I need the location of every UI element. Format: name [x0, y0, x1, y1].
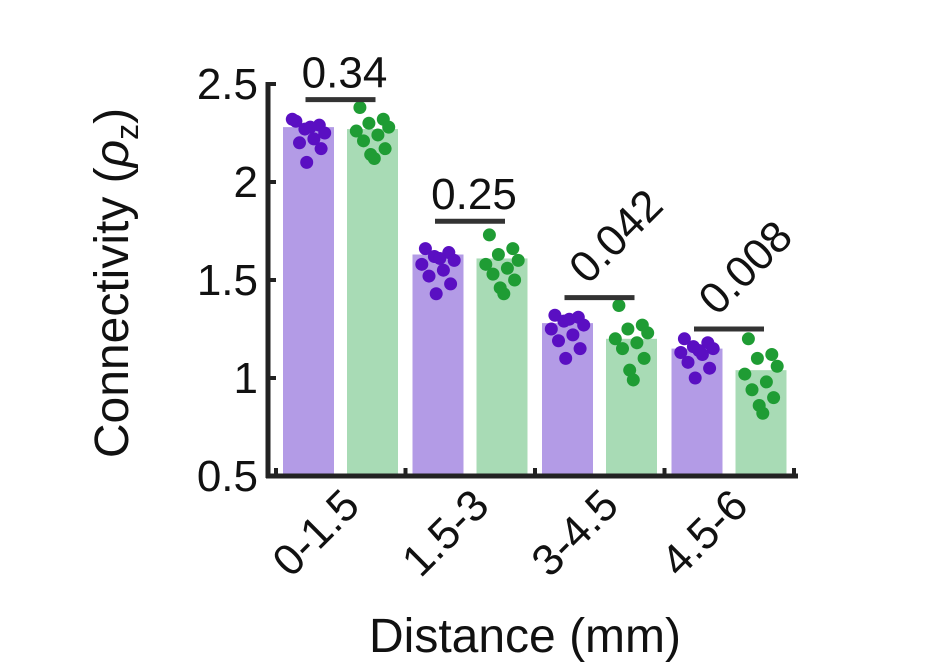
p-value-label-4.5-6: 0.008: [689, 212, 802, 325]
y-axis-label-subscript: z: [109, 124, 145, 140]
y-axis-label: Connectivity (ρz): [86, 108, 145, 458]
data-point-2-0-1.5: [371, 128, 385, 142]
x-tick-label-4.5-6: 4.5-6: [652, 480, 758, 586]
data-point-1-0-1.5: [318, 126, 332, 140]
data-point-1-3-4.5: [573, 342, 587, 356]
data-point-2-1.5-3: [486, 267, 500, 281]
data-point-1-1.5-3: [418, 242, 432, 256]
data-point-2-4.5-6: [770, 359, 784, 373]
data-point-2-0-1.5: [357, 134, 370, 148]
data-point-1-0-1.5: [300, 155, 314, 169]
data-point-2-3-4.5: [630, 336, 644, 350]
data-point-1-1.5-3: [422, 269, 436, 283]
data-point-1-0-1.5: [303, 120, 317, 134]
data-point-2-3-4.5: [637, 351, 651, 365]
y-tick-label-0.5: 0.5: [197, 452, 258, 501]
data-point-2-3-4.5: [623, 363, 637, 377]
data-point-2-1.5-3: [506, 242, 520, 256]
data-point-1-4.5-6: [674, 346, 688, 360]
p-value-label-0-1.5: 0.34: [302, 49, 388, 98]
data-point-1-0-1.5: [285, 112, 299, 126]
y-axis-label-main: Connectivity (: [86, 167, 139, 458]
data-point-2-3-4.5: [621, 322, 635, 336]
data-point-1-1.5-3: [447, 253, 461, 267]
data-point-2-0-1.5: [349, 124, 363, 138]
data-point-2-4.5-6: [741, 332, 755, 346]
x-axis-label: Distance (mm): [369, 610, 681, 663]
data-point-1-0-1.5: [293, 136, 306, 150]
data-point-2-4.5-6: [750, 351, 764, 365]
y-tick-label-2.5: 2.5: [197, 60, 258, 109]
data-point-1-4.5-6: [677, 332, 691, 346]
data-point-2-4.5-6: [756, 406, 770, 420]
data-point-2-1.5-3: [479, 257, 493, 271]
x-tick-label-0-1.5: 0-1.5: [263, 480, 369, 586]
data-point-2-0-1.5: [378, 142, 392, 156]
data-point-1-1.5-3: [433, 251, 447, 265]
y-tick-label-1.5: 1.5: [197, 256, 258, 305]
data-point-2-3-4.5: [616, 342, 629, 356]
data-point-2-4.5-6: [745, 383, 759, 397]
data-point-1-1.5-3: [444, 277, 458, 291]
data-point-2-1.5-3: [491, 248, 505, 262]
data-point-2-4.5-6: [767, 391, 781, 405]
data-point-2-3-4.5: [626, 373, 640, 387]
p-value-label-1.5-3: 0.25: [431, 170, 517, 219]
y-tick-label-1: 1: [234, 354, 258, 403]
y-tick-label-2: 2: [234, 158, 258, 207]
data-point-2-0-1.5: [362, 116, 376, 130]
data-point-1-3-4.5: [566, 328, 580, 342]
data-point-1-1.5-3: [436, 263, 450, 277]
data-point-2-0-1.5: [382, 120, 396, 134]
data-point-1-0-1.5: [314, 142, 328, 156]
data-point-2-1.5-3: [482, 228, 496, 242]
y-axis-label-close: ): [86, 108, 139, 124]
data-point-2-3-4.5: [608, 332, 622, 346]
data-point-2-1.5-3: [511, 253, 525, 267]
data-point-2-0-1.5: [353, 101, 367, 115]
data-point-2-1.5-3: [508, 273, 522, 287]
data-point-1-4.5-6: [706, 342, 720, 356]
data-point-1-1.5-3: [415, 257, 429, 271]
data-point-2-0-1.5: [367, 151, 381, 165]
data-point-2-4.5-6: [738, 367, 752, 381]
data-point-1-3-4.5: [562, 312, 576, 326]
data-point-1-4.5-6: [703, 361, 717, 375]
data-point-1-1.5-3: [429, 287, 443, 301]
data-point-2-1.5-3: [497, 287, 511, 301]
bar-1-0-1.5: [283, 127, 334, 477]
bar-2-4.5-6: [735, 370, 787, 476]
y-axis-label-symbol: ρ: [86, 140, 139, 170]
data-point-1-0-1.5: [307, 132, 321, 146]
data-point-2-4.5-6: [759, 375, 773, 389]
data-point-1-3-4.5: [544, 322, 558, 336]
data-point-1-3-4.5: [552, 334, 565, 348]
data-point-1-3-4.5: [559, 351, 573, 365]
data-point-1-4.5-6: [681, 355, 695, 369]
data-point-2-3-4.5: [641, 326, 655, 340]
data-point-2-1.5-3: [500, 261, 514, 275]
data-point-1-3-4.5: [577, 318, 591, 332]
bar-2-0-1.5: [347, 129, 398, 476]
x-tick-label-1.5-3: 1.5-3: [393, 480, 499, 586]
x-tick-label-3-4.5: 3-4.5: [522, 480, 628, 586]
dots-layer: [285, 101, 784, 420]
data-point-1-4.5-6: [688, 371, 702, 385]
data-point-2-3-4.5: [612, 298, 626, 312]
data-point-2-4.5-6: [765, 347, 779, 361]
data-point-1-4.5-6: [692, 344, 706, 358]
p-value-label-3-4.5: 0.042: [560, 180, 673, 293]
